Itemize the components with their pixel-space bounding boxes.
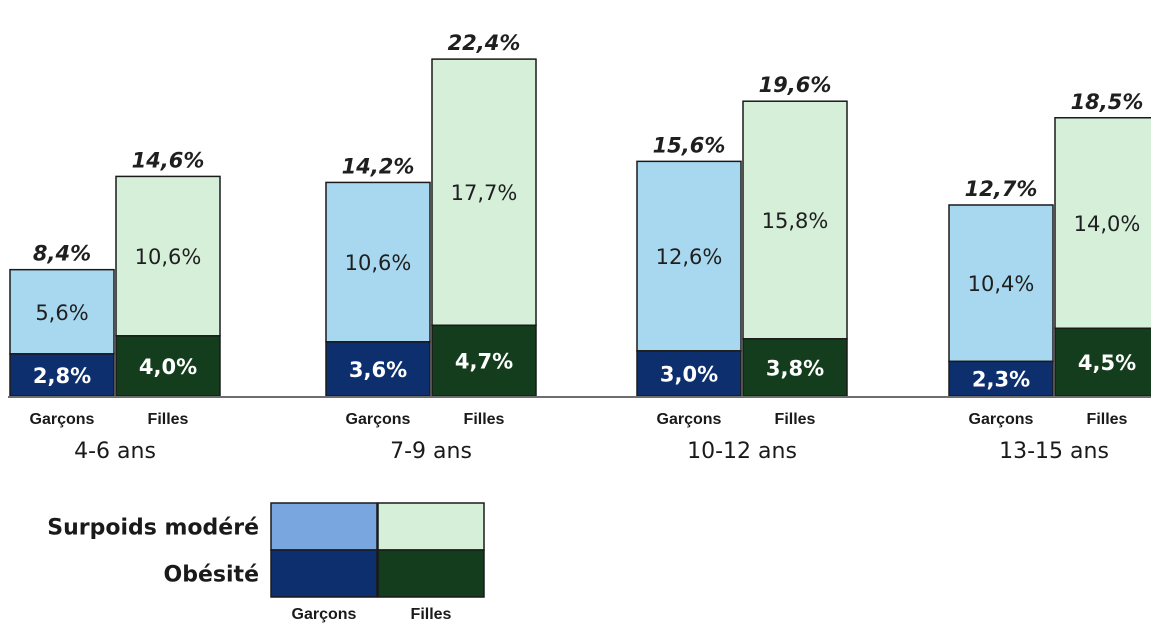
category-label-garcons-13-15-ans: Garçons bbox=[969, 411, 1034, 428]
data-label-obesite-filles-10-12-ans: 3,8% bbox=[766, 356, 824, 380]
data-label-obesite-garcons-7-9-ans: 3,6% bbox=[349, 358, 407, 382]
legend-swatch-obesite-filles bbox=[378, 550, 484, 597]
group-label-13-15-ans: 13-15 ans bbox=[999, 439, 1109, 464]
total-label-filles-4-6-ans: 14,6% bbox=[132, 148, 205, 172]
legend: Surpoids modéré Obésité Garçons Filles bbox=[47, 503, 484, 623]
total-label-garcons-10-12-ans: 15,6% bbox=[653, 133, 726, 157]
data-label-surpoids-garcons-10-12-ans: 12,6% bbox=[656, 245, 723, 269]
category-label-filles-13-15-ans: Filles bbox=[1087, 411, 1128, 428]
data-label-surpoids-filles-10-12-ans: 15,8% bbox=[762, 209, 829, 233]
data-label-obesite-filles-13-15-ans: 4,5% bbox=[1078, 351, 1136, 375]
data-label-surpoids-filles-4-6-ans: 10,6% bbox=[135, 245, 202, 269]
legend-swatch-surpoids-filles bbox=[378, 503, 484, 550]
group-label-10-12-ans: 10-12 ans bbox=[687, 439, 797, 464]
total-label-garcons-7-9-ans: 14,2% bbox=[342, 154, 415, 178]
total-label-garcons-13-15-ans: 12,7% bbox=[965, 177, 1038, 201]
total-label-filles-10-12-ans: 19,6% bbox=[759, 73, 832, 97]
category-label-filles-7-9-ans: Filles bbox=[464, 411, 505, 428]
data-label-surpoids-filles-7-9-ans: 17,7% bbox=[451, 181, 518, 205]
data-label-obesite-filles-4-6-ans: 4,0% bbox=[139, 355, 197, 379]
category-label-garcons-7-9-ans: Garçons bbox=[346, 411, 411, 428]
category-label-garcons-10-12-ans: Garçons bbox=[657, 411, 722, 428]
group-label-7-9-ans: 7-9 ans bbox=[390, 439, 472, 464]
group-13-15-ans: 12,7% 10,4% 2,3% Garçons 18,5% 14,0% 4,5% Fille… bbox=[949, 90, 1151, 464]
category-label-filles-4-6-ans: Filles bbox=[148, 411, 189, 428]
legend-column-label-garcons: Garçons bbox=[292, 606, 357, 623]
legend-swatch-obesite-garcons bbox=[271, 550, 377, 597]
legend-row-label-surpoids: Surpoids modéré bbox=[47, 516, 259, 541]
bars-layer: 8,4% 5,6% 2,8% Garçons 14,6% 10,6% 4,0% Filles 4… bbox=[8, 31, 1151, 464]
group-7-9-ans: 14,2% 10,6% 3,6% Garçons 22,4% 17,7% 4,7% Fille… bbox=[326, 31, 536, 464]
total-label-garcons-4-6-ans: 8,4% bbox=[33, 242, 91, 266]
total-label-filles-13-15-ans: 18,5% bbox=[1071, 90, 1144, 114]
legend-swatch-surpoids-garcons bbox=[271, 503, 377, 550]
total-label-filles-7-9-ans: 22,4% bbox=[448, 31, 521, 55]
data-label-surpoids-garcons-7-9-ans: 10,6% bbox=[345, 251, 412, 275]
data-label-obesite-filles-7-9-ans: 4,7% bbox=[455, 350, 513, 374]
data-label-obesite-garcons-4-6-ans: 2,8% bbox=[33, 364, 91, 388]
legend-row-label-obesite: Obésité bbox=[164, 563, 259, 588]
legend-column-label-filles: Filles bbox=[411, 606, 452, 623]
data-label-obesite-garcons-10-12-ans: 3,0% bbox=[660, 362, 718, 386]
group-10-12-ans: 15,6% 12,6% 3,0% Garçons 19,6% 15,8% 3,8% Fille… bbox=[637, 73, 847, 464]
data-label-obesite-garcons-13-15-ans: 2,3% bbox=[972, 368, 1030, 392]
data-label-surpoids-garcons-13-15-ans: 10,4% bbox=[968, 272, 1035, 296]
group-label-4-6-ans: 4-6 ans bbox=[74, 439, 156, 464]
category-label-garcons-4-6-ans: Garçons bbox=[30, 411, 95, 428]
data-label-surpoids-garcons-4-6-ans: 5,6% bbox=[35, 301, 88, 325]
data-label-surpoids-filles-13-15-ans: 14,0% bbox=[1074, 212, 1141, 236]
group-4-6-ans: 8,4% 5,6% 2,8% Garçons 14,6% 10,6% 4,0% Filles 4… bbox=[10, 148, 220, 464]
category-label-filles-10-12-ans: Filles bbox=[775, 411, 816, 428]
